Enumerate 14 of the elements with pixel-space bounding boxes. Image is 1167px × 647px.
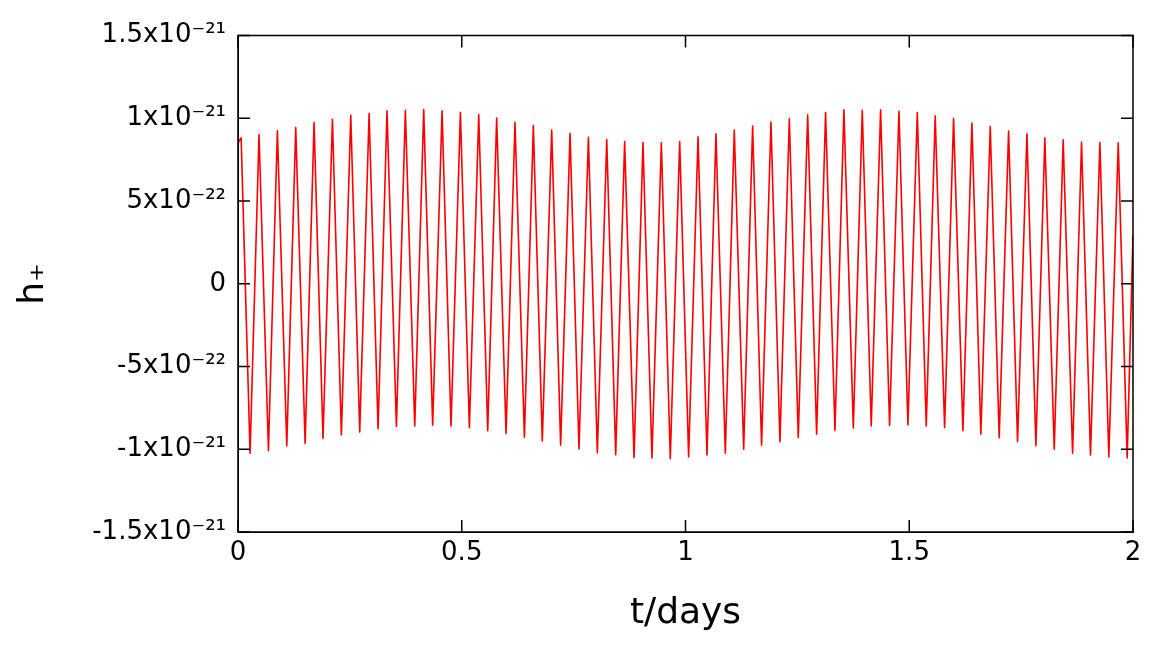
x-tick-label: 0: [229, 536, 247, 567]
y-tick-label: -1x10⁻²¹: [117, 432, 226, 463]
x-tick-label: 1: [677, 536, 694, 567]
y-tick-label: 5x10⁻²²: [126, 183, 226, 214]
y-axis-title: h₊: [9, 262, 51, 305]
x-tick-label: 1.5: [888, 536, 930, 567]
y-tick-label: -1.5x10⁻²¹: [92, 514, 226, 545]
x-tick-label: 2: [1124, 536, 1142, 567]
x-tick-label: 0.5: [441, 536, 483, 567]
y-tick-label: 1x10⁻²¹: [126, 101, 226, 132]
x-axis-title: t/days: [629, 589, 742, 631]
y-tick-label: 1.5x10⁻²¹: [101, 18, 226, 49]
y-tick-label: -5x10⁻²²: [117, 349, 226, 380]
y-tick-label: 0: [209, 266, 226, 297]
